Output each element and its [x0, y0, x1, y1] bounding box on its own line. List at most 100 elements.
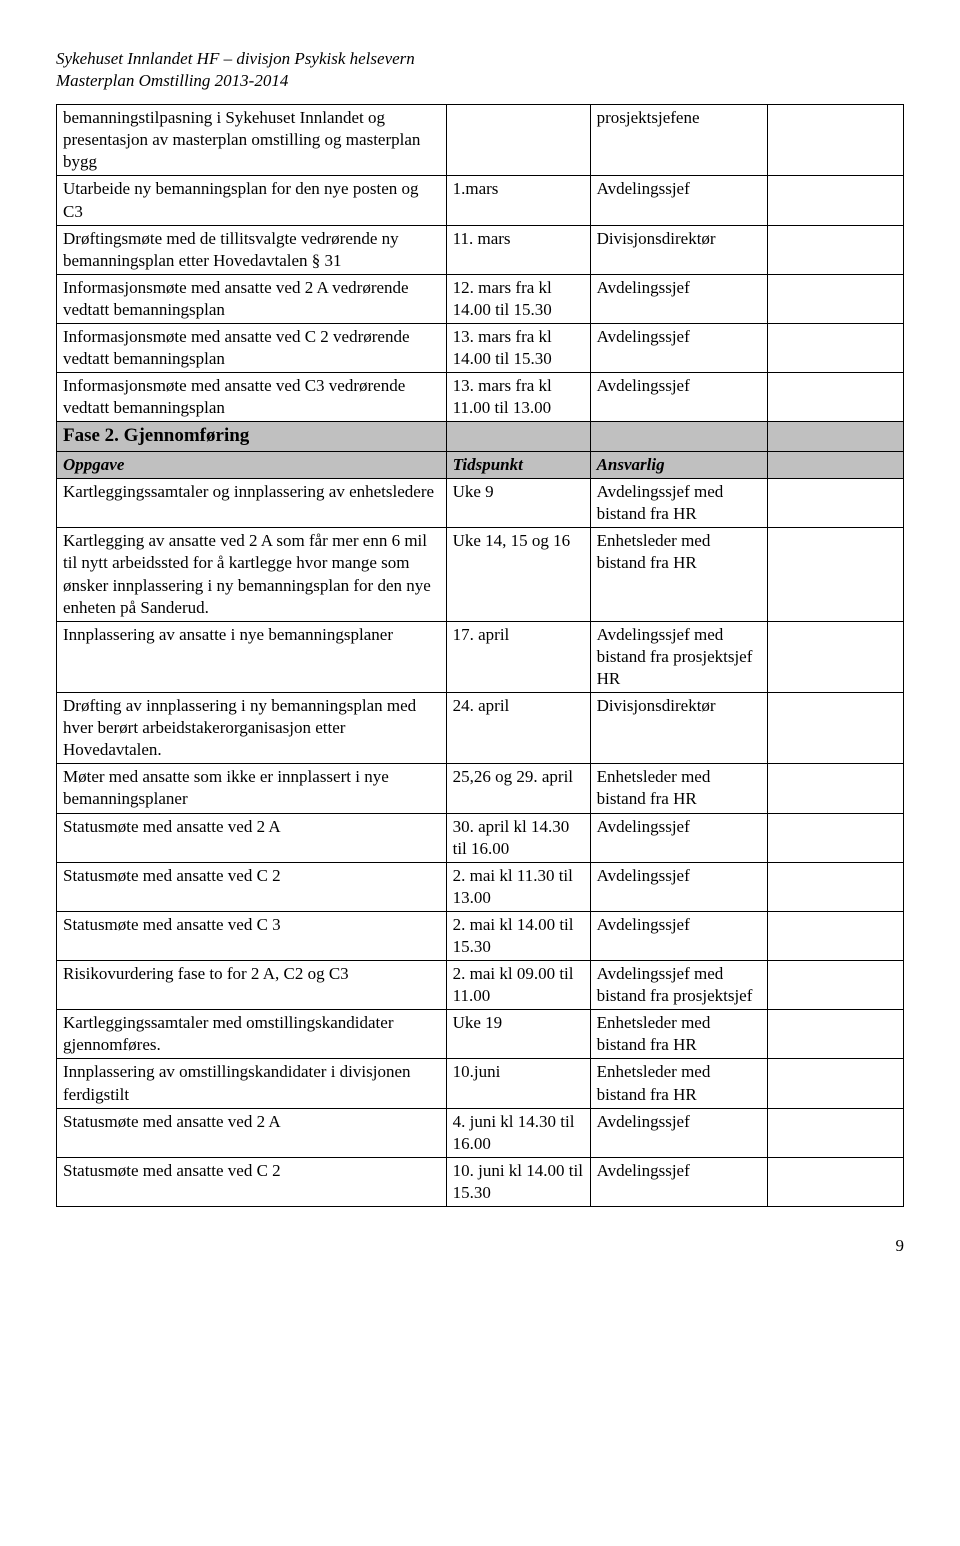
- table-cell: 13. mars fra kl 11.00 til 13.00: [446, 373, 590, 422]
- table-cell: Uke 19: [446, 1010, 590, 1059]
- table-row: Utarbeide ny bemanningsplan for den nye …: [57, 176, 904, 225]
- table-cell: Utarbeide ny bemanningsplan for den nye …: [57, 176, 447, 225]
- table-cell: Avdelingssjef med bistand fra prosjektsj…: [590, 961, 768, 1010]
- table-cell: 4. juni kl 14.30 til 16.00: [446, 1108, 590, 1157]
- table-cell: 10. juni kl 14.00 til 15.30: [446, 1157, 590, 1206]
- table-cell: Kartleggingssamtaler med omstillingskand…: [57, 1010, 447, 1059]
- table-cell: Avdelingssjef med bistand fra HR: [590, 479, 768, 528]
- table-cell: Avdelingssjef: [590, 1108, 768, 1157]
- table-row: Informasjonsmøte med ansatte ved C3 vedr…: [57, 373, 904, 422]
- table-row: Kartleggingssamtaler med omstillingskand…: [57, 1010, 904, 1059]
- table-cell: [768, 452, 904, 479]
- table-cell: Enhetsleder med bistand fra HR: [590, 764, 768, 813]
- table-cell: prosjektsjefene: [590, 105, 768, 176]
- page-number: 9: [56, 1235, 904, 1257]
- table-row: Risikovurdering fase to for 2 A, C2 og C…: [57, 961, 904, 1010]
- table-row: OppgaveTidspunktAnsvarlig: [57, 452, 904, 479]
- section-title-cell: Fase 2. Gjennomføring: [57, 422, 447, 452]
- table-cell: Avdelingssjef: [590, 176, 768, 225]
- table-cell: Innplassering av ansatte i nye bemanning…: [57, 621, 447, 692]
- table-row: Statusmøte med ansatte ved C 32. mai kl …: [57, 911, 904, 960]
- table-cell: Kartleggingssamtaler og innplassering av…: [57, 479, 447, 528]
- table-cell: Divisjonsdirektør: [590, 693, 768, 764]
- table-cell: [768, 324, 904, 373]
- table-cell: 2. mai kl 09.00 til 11.00: [446, 961, 590, 1010]
- table-cell: Statusmøte med ansatte ved C 3: [57, 911, 447, 960]
- table-cell: [768, 1108, 904, 1157]
- table-cell: 11. mars: [446, 225, 590, 274]
- table-row: Drøfting av innplassering i ny bemanning…: [57, 693, 904, 764]
- document-header: Sykehuset Innlandet HF – divisjon Psykis…: [56, 48, 904, 92]
- table-cell: 2. mai kl 14.00 til 15.30: [446, 911, 590, 960]
- header-line-1: Sykehuset Innlandet HF – divisjon Psykis…: [56, 48, 904, 70]
- table-cell: Uke 9: [446, 479, 590, 528]
- table-cell: Drøftingsmøte med de tillitsvalgte vedrø…: [57, 225, 447, 274]
- table-cell: Enhetsleder med bistand fra HR: [590, 528, 768, 621]
- table-row: Statusmøte med ansatte ved C 210. juni k…: [57, 1157, 904, 1206]
- table-cell: 13. mars fra kl 14.00 til 15.30: [446, 324, 590, 373]
- table-row: Kartleggingssamtaler og innplassering av…: [57, 479, 904, 528]
- table-row: Statusmøte med ansatte ved 2 A4. juni kl…: [57, 1108, 904, 1157]
- table-cell: [768, 422, 904, 452]
- table-cell: Risikovurdering fase to for 2 A, C2 og C…: [57, 961, 447, 1010]
- table-cell: [768, 862, 904, 911]
- table-cell: 2. mai kl 11.30 til 13.00: [446, 862, 590, 911]
- table-cell: Avdelingssjef: [590, 274, 768, 323]
- table-cell: Informasjonsmøte med ansatte ved C 2 ved…: [57, 324, 447, 373]
- table-cell: Tidspunkt: [446, 452, 590, 479]
- table-row: Innplassering av omstillingskandidater i…: [57, 1059, 904, 1108]
- table-cell: Drøfting av innplassering i ny bemanning…: [57, 693, 447, 764]
- table-row: Informasjonsmøte med ansatte ved C 2 ved…: [57, 324, 904, 373]
- table-cell: [768, 373, 904, 422]
- table-row: Statusmøte med ansatte ved 2 A30. april …: [57, 813, 904, 862]
- table-cell: [446, 422, 590, 452]
- table-cell: [768, 105, 904, 176]
- table-cell: [768, 176, 904, 225]
- table-cell: [768, 479, 904, 528]
- table-cell: [768, 1010, 904, 1059]
- table-cell: Avdelingssjef: [590, 373, 768, 422]
- table-cell: Enhetsleder med bistand fra HR: [590, 1059, 768, 1108]
- table-row: Statusmøte med ansatte ved C 22. mai kl …: [57, 862, 904, 911]
- table-cell: Statusmøte med ansatte ved C 2: [57, 862, 447, 911]
- table-cell: Avdelingssjef: [590, 324, 768, 373]
- table-cell: Informasjonsmøte med ansatte ved C3 vedr…: [57, 373, 447, 422]
- table-cell: bemanningstilpasning i Sykehuset Innland…: [57, 105, 447, 176]
- table-cell: [768, 764, 904, 813]
- table-cell: [768, 911, 904, 960]
- table-cell: Avdelingssjef: [590, 911, 768, 960]
- section-title-row: Fase 2. Gjennomføring: [57, 422, 904, 452]
- table-cell: Kartlegging av ansatte ved 2 A som får m…: [57, 528, 447, 621]
- table-cell: Divisjonsdirektør: [590, 225, 768, 274]
- table-cell: 25,26 og 29. april: [446, 764, 590, 813]
- table-cell: 17. april: [446, 621, 590, 692]
- table-row: Drøftingsmøte med de tillitsvalgte vedrø…: [57, 225, 904, 274]
- table-cell: Avdelingssjef: [590, 1157, 768, 1206]
- table-cell: Møter med ansatte som ikke er innplasser…: [57, 764, 447, 813]
- table-cell: Statusmøte med ansatte ved 2 A: [57, 813, 447, 862]
- table-cell: 1.mars: [446, 176, 590, 225]
- table-cell: [768, 621, 904, 692]
- table-cell: Statusmøte med ansatte ved C 2: [57, 1157, 447, 1206]
- table-cell: [768, 961, 904, 1010]
- table-row: Innplassering av ansatte i nye bemanning…: [57, 621, 904, 692]
- table-cell: [768, 1157, 904, 1206]
- table-cell: [590, 422, 768, 452]
- table-cell: Innplassering av omstillingskandidater i…: [57, 1059, 447, 1108]
- plan-table: bemanningstilpasning i Sykehuset Innland…: [56, 104, 904, 1207]
- table-row: Informasjonsmøte med ansatte ved 2 A ved…: [57, 274, 904, 323]
- table-row: Møter med ansatte som ikke er innplasser…: [57, 764, 904, 813]
- table-cell: Uke 14, 15 og 16: [446, 528, 590, 621]
- table-cell: Informasjonsmøte med ansatte ved 2 A ved…: [57, 274, 447, 323]
- table-cell: Avdelingssjef: [590, 862, 768, 911]
- table-cell: [768, 813, 904, 862]
- table-cell: Avdelingssjef: [590, 813, 768, 862]
- table-cell: 30. april kl 14.30 til 16.00: [446, 813, 590, 862]
- table-cell: [768, 1059, 904, 1108]
- table-cell: Statusmøte med ansatte ved 2 A: [57, 1108, 447, 1157]
- table-cell: Enhetsleder med bistand fra HR: [590, 1010, 768, 1059]
- table-cell: 24. april: [446, 693, 590, 764]
- table-row: Kartlegging av ansatte ved 2 A som får m…: [57, 528, 904, 621]
- table-cell: Oppgave: [57, 452, 447, 479]
- table-cell: [768, 225, 904, 274]
